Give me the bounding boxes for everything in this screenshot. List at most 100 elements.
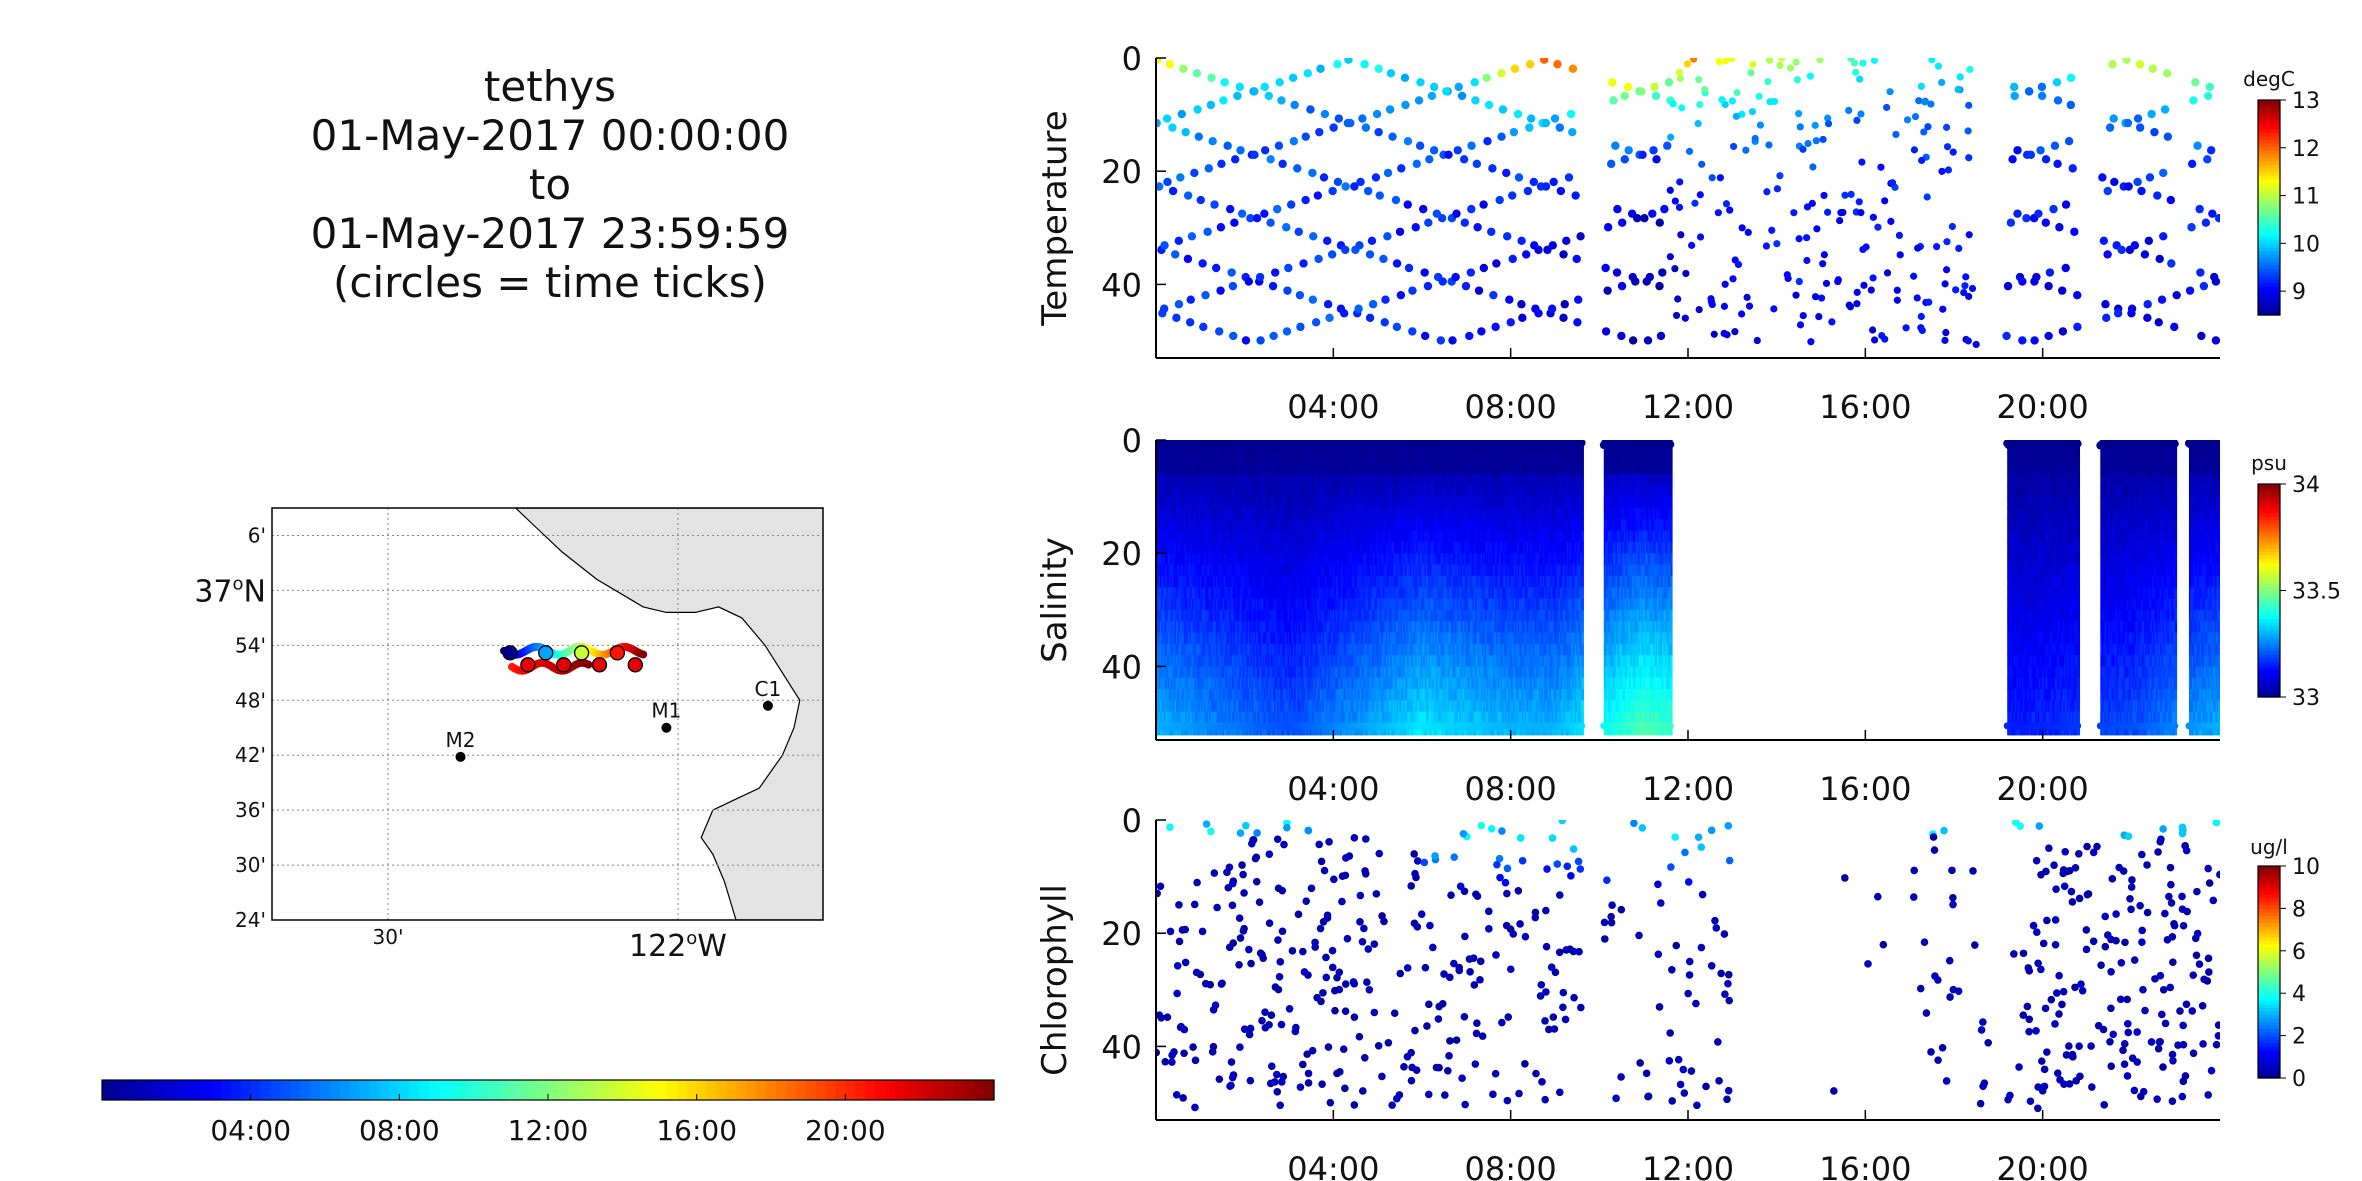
temperature-point: [1828, 318, 1836, 326]
salinity-cell: [1173, 632, 1176, 645]
salinity-cell: [1347, 711, 1350, 725]
salinity-cell: [1319, 496, 1322, 509]
salinity-cell: [1265, 689, 1268, 702]
salinity-cell: [1279, 462, 1283, 475]
salinity-cell: [1245, 598, 1248, 611]
salinity-cell: [1320, 598, 1324, 611]
salinity-cell: [1270, 643, 1273, 657]
salinity-cell: [1219, 711, 1223, 725]
salinity-cell: [1344, 711, 1348, 725]
temperature-point: [1753, 336, 1761, 345]
salinity-cell: [1175, 609, 1179, 623]
salinity-cell: [1291, 677, 1294, 691]
salinity-cell: [1241, 496, 1244, 509]
temperature-point: [1294, 227, 1303, 236]
salinity-cell: [1190, 655, 1193, 668]
salinity-cell: [1350, 496, 1353, 509]
temperature-point: [2172, 290, 2181, 300]
salinity-cell: [1250, 575, 1253, 589]
salinity-cell: [1331, 496, 1334, 509]
salinity-cell: [1241, 643, 1244, 657]
temperature-point: [2003, 281, 2013, 291]
salinity-cell: [1241, 587, 1244, 600]
salinity-cell: [1197, 541, 1200, 555]
salinity-cell: [1179, 564, 1183, 577]
salinity-cell: [1199, 700, 1203, 713]
salinity-cell: [1269, 643, 1272, 657]
temperature-point: [1917, 82, 1925, 90]
salinity-cell: [1295, 677, 1298, 691]
salinity-cell: [1332, 530, 1336, 543]
salinity-cell: [1340, 530, 1344, 543]
salinity-cell: [1218, 462, 1221, 475]
salinity-cell: [1262, 609, 1265, 623]
temperature-point: [1260, 209, 1269, 218]
salinity-cell: [1159, 553, 1163, 566]
salinity-cell: [1261, 689, 1264, 702]
temperature-point: [1288, 73, 1298, 83]
salinity-cell: [1352, 496, 1356, 509]
temperature-point: [2135, 123, 2145, 132]
temperature-point: [2008, 155, 2017, 164]
salinity-cell: [1175, 575, 1179, 589]
salinity-cell: [1235, 519, 1239, 532]
salinity-cell: [1350, 655, 1353, 668]
salinity-cell: [1175, 689, 1179, 702]
salinity-cell: [1283, 553, 1287, 566]
salinity-cell: [1306, 677, 1309, 691]
salinity-cell: [1234, 643, 1237, 657]
salinity-cell: [1163, 496, 1167, 509]
salinity-cell: [1197, 643, 1200, 657]
salinity-cell: [1202, 485, 1205, 498]
salinity-cell: [1221, 473, 1224, 487]
salinity-cell: [1273, 711, 1276, 725]
salinity-cell: [1339, 541, 1342, 555]
salinity-cell: [1310, 711, 1313, 725]
salinity-cell: [1185, 598, 1188, 611]
temperature-point: [1260, 82, 1269, 92]
salinity-cell: [1308, 609, 1312, 623]
salinity-cell: [1302, 519, 1305, 532]
temperature-point: [1471, 96, 1480, 105]
salinity-cell: [1265, 541, 1268, 555]
salinity-cell: [1230, 541, 1233, 555]
salinity-cell: [1234, 609, 1237, 623]
salinity-cell: [1239, 496, 1243, 509]
salinity-cell: [1334, 519, 1337, 532]
salinity-cell: [1241, 485, 1244, 498]
salinity-cell: [1245, 711, 1248, 725]
temperature-point: [1314, 254, 1323, 264]
salinity-cell: [1255, 587, 1259, 600]
salinity-cell: [1210, 462, 1213, 475]
salinity-cell: [1289, 575, 1292, 589]
salinity-cell: [1179, 587, 1183, 600]
temperature-point: [1403, 200, 1412, 209]
salinity-cell: [1355, 621, 1358, 634]
temperature-point: [1858, 158, 1866, 166]
salinity-cell: [1343, 689, 1346, 702]
salinity-cell: [1347, 519, 1350, 532]
temperature-point: [1216, 223, 1226, 232]
salinity-cell: [1173, 462, 1176, 475]
colorbar-segment: [2258, 257, 2280, 262]
salinity-cell: [1187, 553, 1191, 566]
salinity-cell: [1347, 473, 1350, 487]
salinity-cell: [1254, 677, 1257, 691]
salinity-cell: [1356, 451, 1360, 464]
salinity-cell: [1165, 451, 1168, 464]
salinity-cell: [1229, 575, 1232, 589]
temperature-point: [1790, 209, 1798, 217]
salinity-cell: [1265, 666, 1268, 679]
salinity-cell: [1210, 587, 1213, 600]
salinity-cell: [1199, 598, 1203, 611]
temperature-point: [2167, 259, 2176, 268]
salinity-cell: [1307, 609, 1310, 623]
salinity-cell: [1336, 632, 1340, 645]
temperature-point: [1847, 190, 1855, 199]
salinity-cell: [1227, 677, 1231, 691]
salinity-cell: [1306, 553, 1309, 566]
salinity-cell: [1355, 564, 1358, 577]
salinity-cell: [1227, 519, 1231, 532]
salinity-cell: [1203, 564, 1207, 577]
salinity-cell: [1292, 598, 1296, 611]
